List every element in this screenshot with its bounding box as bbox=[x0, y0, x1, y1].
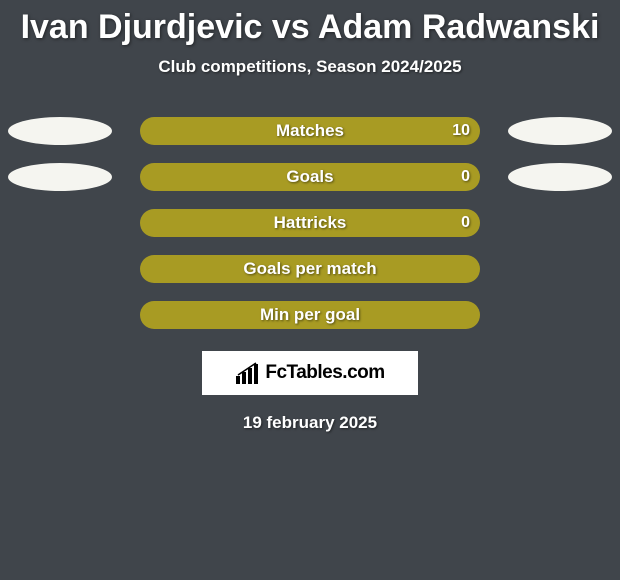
stat-label: Goals bbox=[286, 167, 333, 187]
player2-name: Adam Radwanski bbox=[318, 8, 600, 46]
player2-ellipse bbox=[508, 117, 612, 145]
stat-bar: Goals per match bbox=[140, 255, 480, 283]
vs-separator: vs bbox=[272, 8, 310, 46]
stat-label: Goals per match bbox=[243, 259, 376, 279]
stat-bar: Hattricks 0 bbox=[140, 209, 480, 237]
logo-inner: FcTables.com bbox=[235, 362, 384, 384]
stat-label: Hattricks bbox=[274, 213, 347, 233]
player1-name: Ivan Djurdjevic bbox=[21, 8, 263, 46]
player1-ellipse bbox=[8, 117, 112, 145]
stat-value: 0 bbox=[461, 214, 470, 232]
spacer bbox=[508, 301, 612, 329]
logo-box: FcTables.com bbox=[202, 351, 418, 395]
spacer bbox=[508, 209, 612, 237]
stat-label: Matches bbox=[276, 121, 344, 141]
stat-bar: Min per goal bbox=[140, 301, 480, 329]
subtitle: Club competitions, Season 2024/2025 bbox=[0, 57, 620, 77]
stats-list: Matches 10 Goals 0 Hattricks 0 Goals per match… bbox=[0, 117, 620, 329]
page-title: Ivan Djurdjevic vs Adam Radwanski bbox=[0, 8, 620, 47]
player2-ellipse bbox=[508, 163, 612, 191]
bars-icon bbox=[235, 362, 261, 384]
date-line: 19 february 2025 bbox=[0, 413, 620, 433]
stat-row: Min per goal bbox=[0, 301, 620, 329]
stat-row: Goals per match bbox=[0, 255, 620, 283]
stat-bar: Goals 0 bbox=[140, 163, 480, 191]
stat-value: 0 bbox=[461, 168, 470, 186]
stat-row: Goals 0 bbox=[0, 163, 620, 191]
player1-ellipse bbox=[8, 163, 112, 191]
stat-label: Min per goal bbox=[260, 305, 360, 325]
spacer bbox=[8, 301, 112, 329]
spacer bbox=[8, 255, 112, 283]
stat-row: Matches 10 bbox=[0, 117, 620, 145]
logo-text: FcTables.com bbox=[265, 362, 384, 384]
spacer bbox=[8, 209, 112, 237]
stat-value: 10 bbox=[452, 122, 470, 140]
stat-bar: Matches 10 bbox=[140, 117, 480, 145]
spacer bbox=[508, 255, 612, 283]
stat-row: Hattricks 0 bbox=[0, 209, 620, 237]
comparison-card: Ivan Djurdjevic vs Adam Radwanski Club c… bbox=[0, 0, 620, 433]
